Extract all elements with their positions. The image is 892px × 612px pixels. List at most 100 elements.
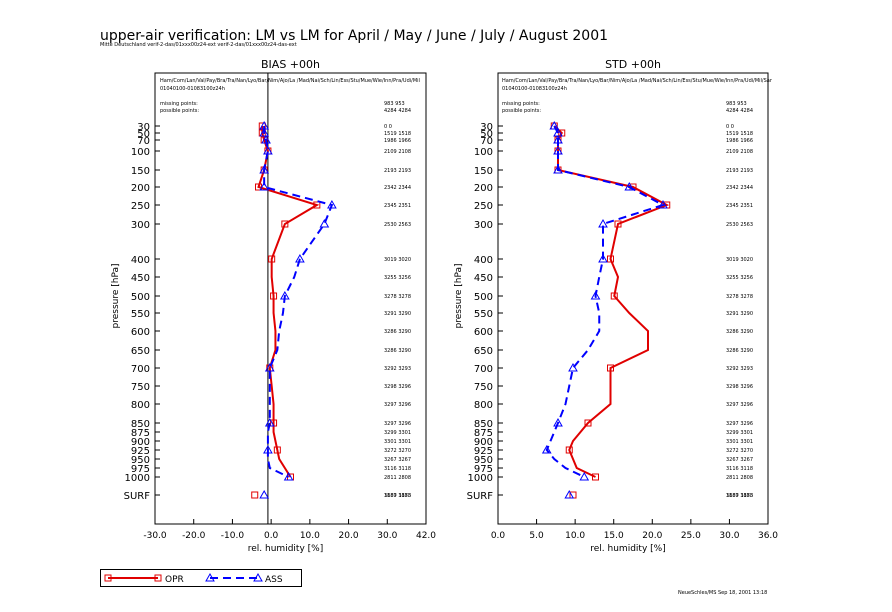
panel2-ass-point (553, 134, 563, 144)
panel1-ytick-label: 850 (131, 419, 150, 430)
panel2-ass-point (568, 362, 578, 372)
panel2-ass-point (541, 444, 552, 454)
panel2-count-label: 2811 2808 (726, 475, 753, 481)
panel1-xtick-label: -20.0 (182, 531, 206, 541)
panel1-xlabel: rel. humidity [%] (248, 544, 323, 554)
legend-ass-marker (253, 572, 263, 582)
panel2-opr-point (592, 473, 599, 481)
panel2-ass-point (553, 145, 563, 155)
panel1-ass-point (264, 417, 275, 427)
panel1-count-label: 3299 3301 (384, 430, 411, 436)
panel1-ytick-label: 700 (131, 364, 150, 375)
panel1-ytick-label: 550 (131, 309, 150, 320)
panel1-opr-point (268, 255, 276, 263)
panel1-count-label: 3272 3270 (384, 448, 411, 454)
panel2-xtick-label: 10.0 (565, 531, 585, 541)
panel1-ytick-label: 30 (137, 122, 150, 133)
panel2-ytick-label: 975 (474, 464, 493, 475)
panel1-count-label: 1986 1966 (384, 138, 411, 144)
panel1-ylabel: pressure [hPa] (111, 264, 121, 329)
panel1-ass-point (263, 145, 273, 155)
panel1-ytick-label: 400 (131, 255, 150, 266)
panel1-count-label: 3292 3293 (384, 366, 411, 372)
panel1-ass-point (279, 290, 290, 300)
panel2-ytick-label: 750 (474, 382, 493, 393)
panel2-ytick-label: 200 (474, 183, 493, 194)
panel1-opr-point (270, 292, 278, 300)
panel1-ytick-label: SURF (124, 491, 151, 502)
panel1-count-label: 3297 3296 (384, 421, 411, 427)
panel1-xtick-label: 10.0 (300, 531, 320, 541)
panel1-opr-point (251, 491, 259, 499)
panel1-count-label: 2530 2563 (384, 222, 411, 228)
panel1-ytick-label: 150 (131, 166, 150, 177)
panel1-title: BIAS +00h (261, 58, 320, 71)
panel2-count-label: 3299 3301 (726, 430, 753, 436)
panel2-count-label: 3019 3020 (726, 257, 753, 263)
panel2-ytick-label: 950 (474, 455, 493, 466)
panel2-missing-label: missing points: (502, 101, 540, 107)
panel1-count-label: 2109 2108 (384, 149, 411, 155)
panel1-ytick-label: 950 (131, 455, 150, 466)
panel2-ytick-label: 30 (480, 122, 493, 133)
panel2-ytick-label: SURF (467, 491, 494, 502)
panel1-count-label: 1519 1518 (384, 131, 411, 137)
panel2-count-label: 3255 3256 (726, 275, 753, 281)
panel2-ytick-label: 500 (474, 292, 493, 303)
panel2-count-label: 2345 2351 (726, 203, 753, 209)
panel2-opr-point (610, 292, 618, 300)
panel2-opr-point (584, 419, 592, 427)
panel2-ass-point (553, 164, 563, 174)
panel1-xtick-label: -10.0 (221, 531, 245, 541)
panel2-count-label: 3301 3301 (726, 439, 753, 445)
panel2-ytick-label: 70 (480, 136, 493, 147)
panel2-ass-point (549, 120, 560, 130)
panel1-count-label: 0 0 (384, 124, 392, 130)
panel1-count-label: 3298 3296 (384, 384, 411, 390)
panel1-ytick-label: 250 (131, 201, 150, 212)
panel1-ass-point (295, 253, 305, 263)
panel2-xtick-label: 36.0 (758, 531, 778, 541)
panel2-ass-point (624, 181, 635, 191)
panel1-xtick-label: 0.0 (264, 531, 279, 541)
panel2-ytick-label: 400 (474, 255, 493, 266)
panel2-count-label: 3297 3296 (726, 421, 753, 427)
panel2-date-range: 01040100-01083100z24h (502, 86, 567, 92)
panel1-ytick-label: 900 (131, 437, 150, 448)
panel1-count-label: 1889 1873 (384, 493, 411, 499)
panel1-possible-counts: 4284 4284 (384, 108, 411, 114)
panel1-ytick-label: 750 (131, 382, 150, 393)
panel2-ytick-label: 150 (474, 166, 493, 177)
panel1-count-label: 2193 2193 (384, 168, 411, 174)
legend-ass-marker (205, 572, 215, 582)
panel2-station-list: Ham/Com/Lan/Val/Pay/Bra/Tra/Nan/Lyo/Bar/… (502, 78, 773, 84)
panel1-ass-point (259, 489, 270, 499)
panel2-missing-counts: 983 953 (726, 101, 747, 107)
panel2-count-label: 1889 1873 (726, 493, 753, 499)
panel2-count-label: 3298 3296 (726, 384, 753, 390)
panel1-opr-point (313, 201, 321, 209)
panel2-series-ass-line (545, 125, 666, 478)
panel1-xtick-label: 20.0 (339, 531, 359, 541)
legend (100, 569, 302, 587)
panel2-ytick-label: 600 (474, 327, 493, 338)
panel2-possible-label: possible points: (502, 108, 541, 114)
panel2-xtick-label: 25.0 (681, 531, 701, 541)
panel1-date-range: 01040100-01083100z24h (160, 86, 225, 92)
panel2-opr-point (607, 255, 614, 263)
panel2-ytick-label: 300 (474, 220, 493, 231)
panel2-opr-point (565, 446, 573, 454)
panel1-ytick-label: 500 (131, 292, 150, 303)
panel1-count-label: 2342 2344 (384, 185, 411, 191)
panel1-ytick-label: 50 (137, 129, 150, 140)
panel2-xtick-label: 5.0 (529, 531, 544, 541)
panel1-ass-point (327, 199, 337, 209)
panel1-xtick-label: -30.0 (143, 531, 167, 541)
panel1-count-label: 3019 3020 (384, 257, 411, 263)
panel1-ass-point (319, 218, 330, 228)
panel2-ass-point (564, 489, 575, 499)
panel2-ytick-label: 50 (480, 129, 493, 140)
panel2-ass-point (590, 290, 601, 300)
panel1-ytick-label: 200 (131, 183, 150, 194)
